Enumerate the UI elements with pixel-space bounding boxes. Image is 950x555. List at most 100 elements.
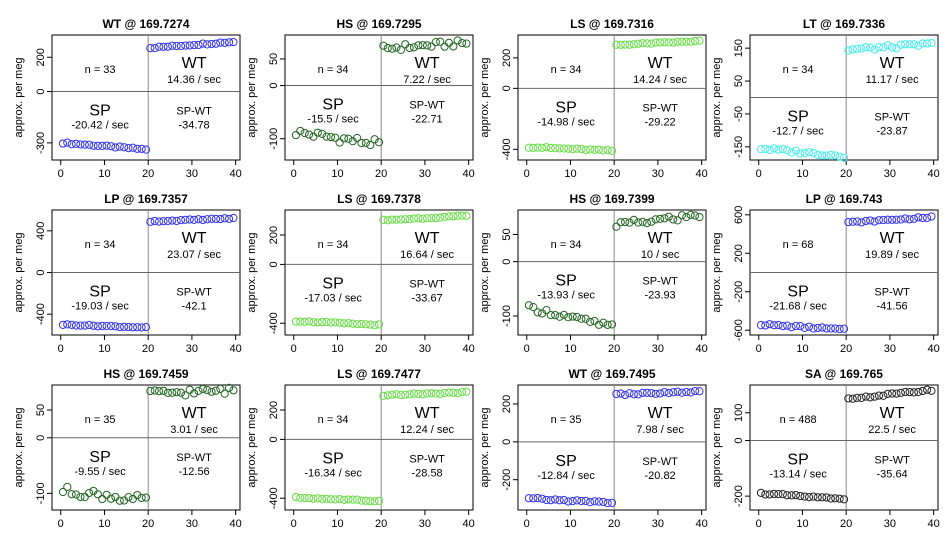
sp-point: [551, 495, 560, 504]
y-axis-label: approx. per meg: [479, 407, 491, 487]
wt-point: [414, 214, 423, 223]
wt-point: [220, 214, 229, 223]
wt-point: [379, 41, 388, 50]
sp-point: [322, 317, 331, 327]
wt-point: [874, 216, 884, 225]
wt-point: [686, 37, 695, 46]
sp-point: [831, 494, 840, 503]
wt-point: [629, 390, 638, 399]
wt-point: [216, 38, 225, 47]
sample-count: n = 34: [318, 64, 349, 76]
wt-point: [651, 38, 660, 47]
wt-point: [887, 43, 897, 52]
sp-point: [85, 140, 94, 149]
x-tick-label: 20: [375, 343, 387, 355]
sample-count: n = 34: [318, 239, 349, 251]
wt-point: [655, 214, 665, 223]
sp-point: [137, 323, 146, 332]
wt-point: [220, 389, 229, 398]
sp-point: [111, 492, 120, 502]
wt-point: [457, 211, 467, 220]
sp-point: [313, 494, 322, 503]
x-tick-label: 40: [928, 518, 940, 530]
y-tick-label: 200: [268, 401, 280, 419]
wt-point: [892, 389, 901, 398]
wt-point: [844, 394, 853, 403]
sp-point: [361, 138, 370, 147]
diff-value: -29.22: [644, 116, 675, 128]
wt-point: [673, 387, 682, 396]
sp-point: [124, 143, 133, 153]
wt-rate: 16.64 / sec: [400, 249, 454, 261]
sp-label: SP: [322, 97, 343, 114]
sp-point: [765, 490, 774, 499]
diff-label: SP-WT: [642, 456, 678, 468]
sp-point: [102, 490, 111, 499]
sp-point: [769, 144, 779, 153]
sp-point: [141, 493, 151, 502]
wt-point: [870, 45, 879, 54]
sp-point: [529, 494, 538, 503]
wt-point: [211, 214, 221, 224]
wt-point: [194, 215, 203, 224]
y-tick-label: 50: [733, 75, 745, 87]
sp-rate: -12.84 / sec: [537, 470, 595, 482]
wt-point: [629, 40, 638, 49]
panel-title: WT @ 169.7274: [102, 17, 189, 31]
sp-point: [326, 318, 336, 327]
sp-point: [300, 128, 309, 138]
diff-label: SP-WT: [409, 278, 445, 290]
wt-rate: 14.24 / sec: [633, 74, 687, 86]
sp-point: [63, 138, 72, 147]
sp-point: [572, 144, 582, 153]
sp-point: [309, 494, 318, 503]
sp-rate: -14.98 / sec: [537, 116, 595, 128]
sp-point: [374, 138, 384, 147]
wt-point: [655, 38, 665, 47]
wt-point: [422, 389, 432, 398]
wt-point: [185, 41, 194, 50]
x-tick-label: 30: [884, 168, 896, 180]
wt-point: [927, 386, 936, 395]
y-tick-label: 0: [35, 269, 47, 275]
sp-point: [339, 495, 349, 504]
sp-point: [374, 320, 384, 329]
sp-point: [796, 491, 805, 501]
wt-rate: 19.89 / sec: [865, 249, 919, 261]
sp-point: [366, 320, 375, 329]
x-tick-label: 10: [796, 343, 808, 355]
wt-point: [216, 214, 225, 224]
wt-point: [436, 213, 445, 222]
sp-point: [63, 482, 72, 491]
x-tick-label: 30: [652, 168, 664, 180]
sp-point: [831, 151, 840, 160]
wt-point: [440, 388, 449, 398]
sp-point: [804, 322, 814, 331]
wt-point: [383, 216, 392, 225]
wt-rate: 7.98 / sec: [636, 424, 684, 436]
sp-rate: -13.93 / sec: [537, 290, 595, 302]
sample-count: n = 34: [551, 64, 582, 76]
sp-point: [137, 144, 146, 153]
wt-point: [669, 38, 678, 47]
y-tick-label: -400: [35, 303, 47, 325]
sp-point: [783, 491, 792, 500]
diff-value: -23.87: [876, 126, 907, 138]
sp-point: [546, 496, 555, 505]
sp-point: [822, 493, 831, 502]
sp-point: [778, 490, 787, 499]
y-tick-label: -600: [733, 319, 745, 341]
wt-rate: 11.17 / sec: [866, 74, 919, 86]
wt-point: [379, 215, 388, 225]
sp-point: [607, 320, 617, 329]
panel-title: HS @ 169.7399: [569, 192, 654, 206]
sp-point: [291, 130, 301, 140]
sp-rate: -19.03 / sec: [71, 301, 129, 313]
wt-point: [172, 41, 181, 51]
wt-point: [181, 41, 190, 50]
wt-point: [146, 217, 155, 226]
panel: HS @ 169.7295 approx. per meg -100 0 50 0 10 20…: [246, 17, 475, 180]
sp-point: [774, 489, 783, 499]
wt-point: [616, 40, 625, 49]
y-tick-label: 200: [35, 48, 47, 66]
